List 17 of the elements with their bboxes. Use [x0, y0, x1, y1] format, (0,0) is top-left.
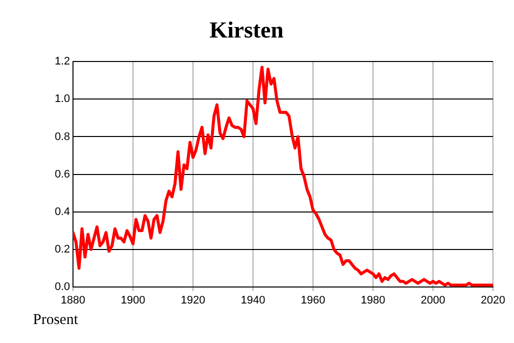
y-tick-label: 0.6: [54, 168, 70, 180]
x-tick-label: 1940: [240, 294, 266, 307]
y-tick-label: 0.4: [54, 206, 70, 218]
y-tick-label: 1.0: [54, 93, 70, 106]
x-tick-label: 1900: [120, 294, 146, 307]
y-tick-label: 0.2: [54, 243, 70, 256]
y-tick-label: 0.0: [54, 281, 70, 294]
x-tick-label: 1980: [360, 294, 386, 307]
x-tick-label: 1920: [180, 294, 206, 307]
x-tick-label: 1880: [60, 294, 86, 307]
chart-title: Kirsten: [209, 18, 284, 43]
x-tick-label: 2020: [480, 294, 506, 307]
y-axis-title: Prosent: [33, 312, 79, 328]
y-tick-label: 0.8: [54, 130, 70, 143]
x-tick-label: 2000: [420, 294, 446, 307]
x-tick-label: 1960: [300, 294, 326, 307]
y-tick-label: 1.2: [54, 56, 70, 68]
